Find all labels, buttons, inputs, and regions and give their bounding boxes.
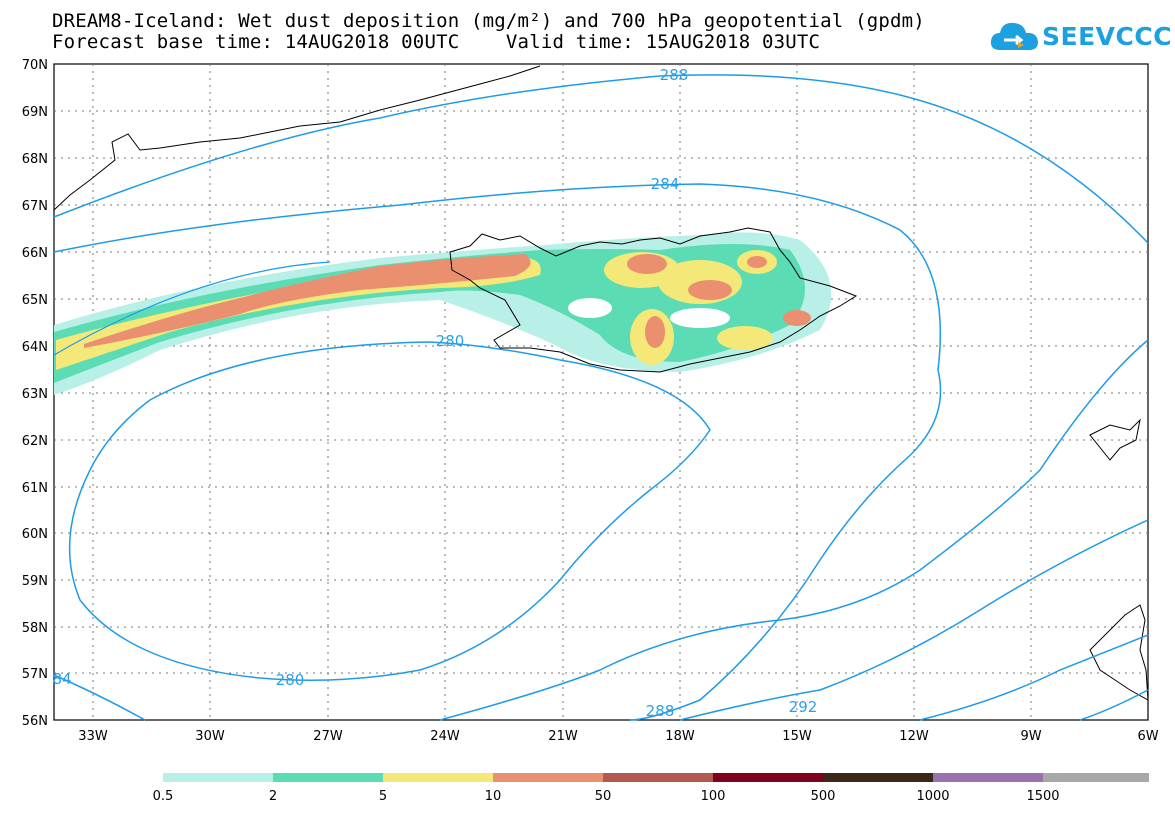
lat-label: 69N [22, 105, 48, 120]
lat-label: 58N [22, 621, 48, 636]
legend-swatch [933, 773, 1043, 782]
contour-label: 284 [651, 175, 680, 193]
lat-label: 67N [22, 199, 48, 214]
legend-swatch [713, 773, 823, 782]
lat-label: 56N [22, 714, 48, 729]
lat-label: 60N [22, 527, 48, 542]
legend-label: 0.5 [153, 789, 174, 804]
contour-labels: 288 284 280 280 288 292 84 [52, 66, 817, 720]
lon-label: 12W [899, 729, 929, 744]
contour-label: 280 [276, 671, 305, 689]
latitude-labels: 70N 69N 68N 67N 66N 65N 64N 63N 62N 61N … [22, 58, 48, 729]
contour-label: 280 [436, 332, 465, 350]
lon-label: 9W [1020, 729, 1041, 744]
lat-label: 64N [22, 340, 48, 355]
contour-280 [68, 341, 711, 681]
lon-label: 27W [313, 729, 343, 744]
legend-swatch [1043, 773, 1149, 782]
legend-swatch [823, 773, 933, 782]
contour-label: 292 [789, 698, 818, 716]
legend-swatch [163, 773, 273, 782]
legend-swatch [383, 773, 493, 782]
logo-text: SEEVCCC [1042, 22, 1173, 51]
legend-label: 50 [595, 789, 612, 804]
contour-292 [679, 519, 1149, 721]
map-frame [53, 63, 1149, 721]
lat-label: 66N [22, 246, 48, 261]
lat-label: 59N [22, 574, 48, 589]
map-title: DREAM8-Iceland: Wet dust deposition (mg/… [52, 10, 925, 32]
legend-label: 1500 [1026, 789, 1059, 804]
legend-label: 500 [811, 789, 836, 804]
contour-label: 84 [52, 670, 71, 688]
legend-label: 5 [379, 789, 387, 804]
cloud-icon [990, 22, 1038, 50]
seevccc-logo: SEEVCCC [990, 18, 1172, 58]
legend-label: 100 [701, 789, 726, 804]
lat-label: 63N [22, 387, 48, 402]
legend-swatch [493, 773, 603, 782]
lon-label: 18W [665, 729, 695, 744]
forecast-times: Forecast base time: 14AUG2018 00UTC Vali… [52, 31, 821, 53]
lon-label: 33W [78, 729, 108, 744]
lat-label: 57N [22, 667, 48, 682]
lat-label: 61N [22, 481, 48, 496]
legend-swatch [273, 773, 383, 782]
geopotential-contours [53, 74, 1149, 721]
lat-label: 65N [22, 293, 48, 308]
lat-label: 70N [22, 58, 48, 73]
contour-label: 288 [660, 66, 689, 84]
lon-label: 30W [195, 729, 225, 744]
lon-label: 6W [1137, 729, 1158, 744]
contour-288-north [53, 74, 1149, 244]
lat-label: 62N [22, 434, 48, 449]
longitude-labels: 33W 30W 27W 24W 21W 18W 15W 12W 9W 6W [78, 729, 1158, 744]
lat-label: 68N [22, 152, 48, 167]
contour-label: 288 [646, 702, 675, 720]
legend-label: 1000 [916, 789, 949, 804]
contour-288-south [439, 339, 1149, 721]
contour-284 [53, 183, 942, 721]
legend-label: 2 [269, 789, 277, 804]
lon-label: 21W [548, 729, 578, 744]
coastlines [53, 65, 1149, 701]
dust-deposition-field [54, 232, 832, 395]
legend-swatch [603, 773, 713, 782]
color-legend: 0.5 2 5 10 50 100 500 1000 1500 [153, 773, 1149, 804]
lon-label: 15W [782, 729, 812, 744]
legend-label: 10 [485, 789, 502, 804]
lon-label: 24W [430, 729, 460, 744]
